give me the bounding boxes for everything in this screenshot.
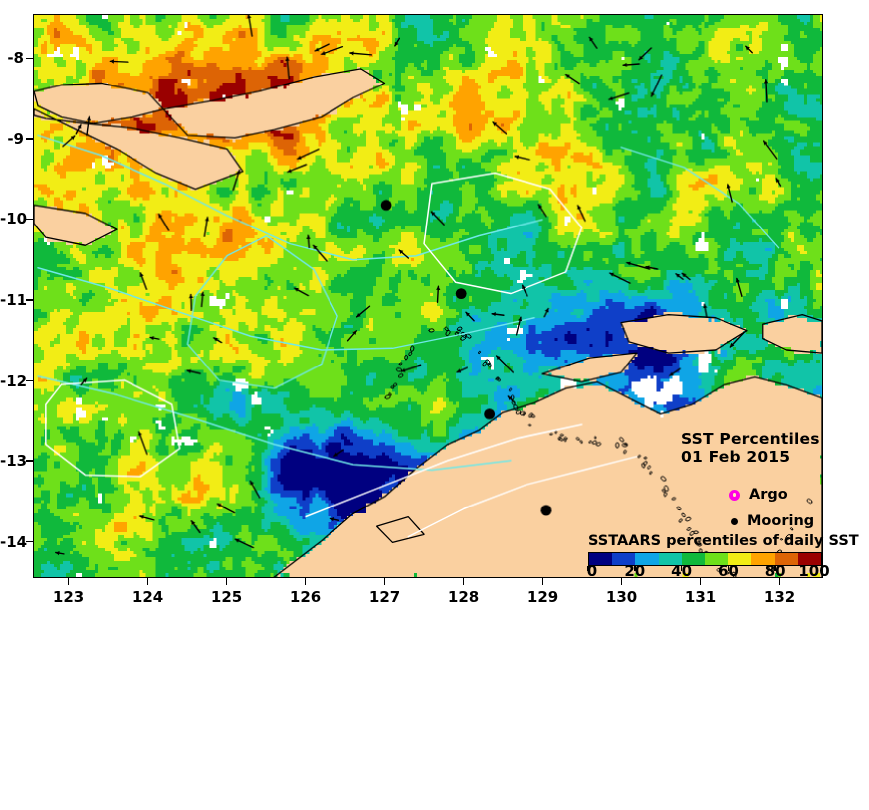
x-tick-label: 127 bbox=[368, 588, 401, 606]
x-tick-label: 128 bbox=[447, 588, 480, 606]
colorbar-band-6 bbox=[728, 553, 752, 565]
x-tickmark bbox=[304, 578, 307, 585]
colorbar-band-9 bbox=[797, 553, 822, 565]
colorbar-tick-label: 60 bbox=[717, 562, 739, 580]
legend-item-argo: Argo bbox=[729, 487, 788, 503]
x-tick-label: 130 bbox=[605, 588, 638, 606]
map-plot-area bbox=[33, 14, 823, 578]
colorbar-tickmark bbox=[727, 566, 730, 571]
x-tick-label: 126 bbox=[289, 588, 322, 606]
colorbar-band-3 bbox=[658, 553, 682, 565]
colorbar-tick-label: 0 bbox=[586, 562, 598, 580]
y-tick-label: -8 bbox=[7, 49, 24, 68]
colorbar-band-7 bbox=[751, 553, 775, 565]
x-tick-label: 129 bbox=[526, 588, 559, 606]
sst-percentile-raster bbox=[34, 15, 822, 577]
x-tick-label: 131 bbox=[684, 588, 717, 606]
map-title-line1: SST Percentiles bbox=[681, 430, 820, 448]
colorbar-tickmark bbox=[821, 566, 823, 571]
y-tickmark bbox=[26, 460, 33, 462]
y-tickmark bbox=[26, 379, 33, 382]
y-tickmark bbox=[26, 218, 33, 221]
x-tickmark bbox=[699, 578, 702, 585]
y-tick-label: -9 bbox=[7, 129, 24, 148]
y-tickmark bbox=[26, 540, 33, 543]
legend-label-argo: Argo bbox=[749, 487, 788, 503]
map-title-line2: 01 Feb 2015 bbox=[681, 448, 791, 466]
y-tickmark bbox=[26, 138, 33, 140]
x-tickmark bbox=[541, 578, 544, 585]
y-tick-label: -14 bbox=[0, 532, 28, 551]
colorbar-tick-label: 100 bbox=[798, 562, 830, 580]
colorbar-band-0 bbox=[589, 553, 613, 565]
x-tickmark bbox=[462, 578, 465, 585]
legend-label-mooring: Mooring bbox=[747, 513, 815, 529]
x-tickmark bbox=[67, 578, 70, 585]
y-tick-label: -11 bbox=[0, 291, 28, 310]
legend-item-mooring: Mooring bbox=[729, 513, 814, 529]
x-tick-label: 132 bbox=[763, 588, 796, 606]
argo-marker bbox=[729, 489, 740, 501]
y-tick-label: -12 bbox=[0, 371, 28, 390]
colorbar-band-1 bbox=[612, 553, 636, 565]
colorbar-band-4 bbox=[681, 553, 706, 565]
colorbar-tickmark bbox=[680, 566, 683, 571]
x-tickmark bbox=[620, 578, 623, 585]
colorbar-band-8 bbox=[774, 553, 798, 565]
x-tickmark bbox=[778, 578, 781, 585]
figure-root: 123 124 125 126 127 128 129 130 131 132 -8 -9 -10 -1… bbox=[0, 14, 869, 810]
colorbar-tick-label: 80 bbox=[764, 562, 786, 580]
y-tick-label: -13 bbox=[0, 452, 28, 471]
x-tickmark bbox=[146, 578, 149, 585]
colorbar-tickmark bbox=[774, 566, 776, 571]
colorbar-tickmark bbox=[587, 566, 589, 571]
colorbar-band-2 bbox=[635, 553, 659, 565]
colorbar-band-5 bbox=[705, 553, 729, 565]
colorbar-tick-label: 40 bbox=[671, 562, 693, 580]
colorbar-caption: SSTAARS percentiles of daily SST bbox=[588, 533, 859, 549]
x-tickmark bbox=[225, 578, 228, 585]
x-tick-label: 124 bbox=[131, 588, 164, 606]
colorbar bbox=[588, 552, 822, 566]
y-tickmark bbox=[26, 57, 33, 60]
mooring-marker bbox=[731, 517, 738, 525]
y-tickmark bbox=[26, 299, 33, 301]
colorbar-tick-label: 20 bbox=[624, 562, 646, 580]
x-tickmark bbox=[383, 578, 386, 585]
y-tick-label: -10 bbox=[0, 210, 28, 229]
colorbar-tickmark bbox=[634, 566, 636, 571]
x-tick-label: 125 bbox=[210, 588, 243, 606]
x-tick-label: 123 bbox=[52, 588, 85, 606]
